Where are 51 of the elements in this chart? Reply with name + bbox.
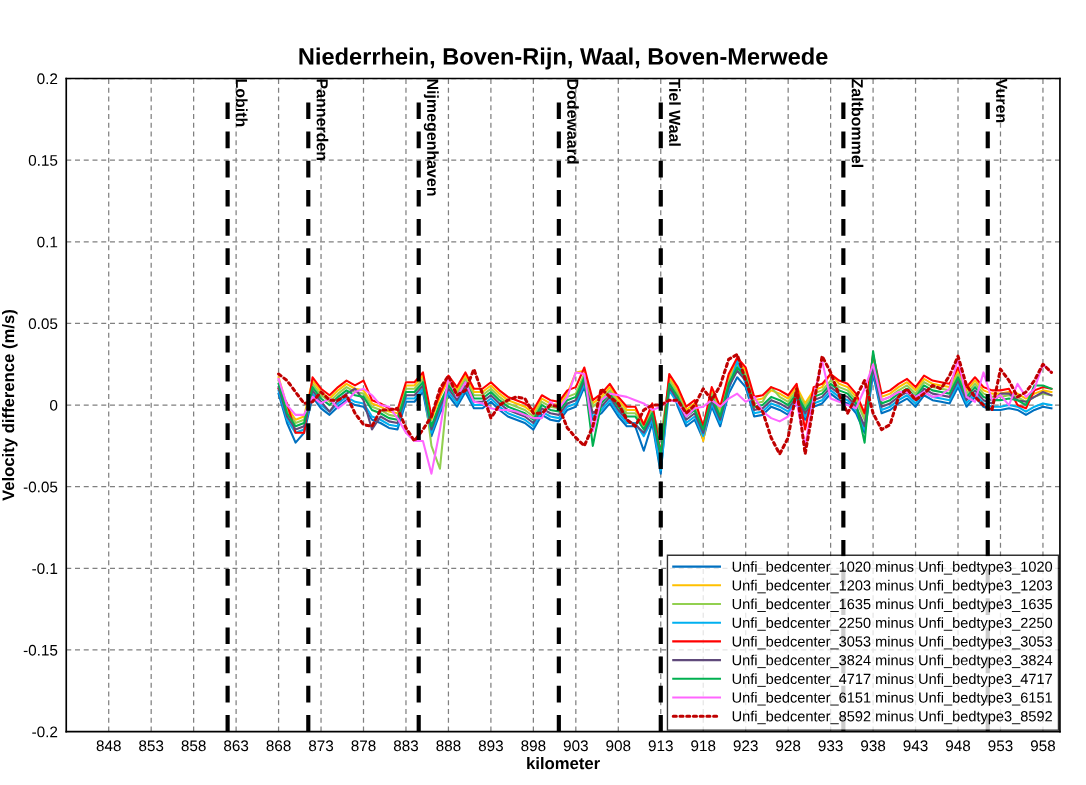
- legend-label: Unfi_bedcenter_3053 minus Unfi_bedtype3_3053: [732, 635, 1053, 650]
- ref-line-label: Tiel Waal: [669, 78, 681, 146]
- x-tick-label: 953: [988, 740, 1013, 752]
- x-tick-label: 908: [606, 740, 631, 752]
- y-tick-label: 0: [50, 399, 58, 411]
- x-tick-label: 928: [776, 740, 801, 752]
- x-tick-label: 918: [691, 740, 716, 752]
- legend-label: Unfi_bedcenter_6151 minus Unfi_bedtype3_6151: [732, 692, 1052, 706]
- x-tick-label: 933: [818, 740, 843, 752]
- legend-label: Unfi_bedcenter_1203 minus Unfi_bedtype3_1203: [732, 579, 1053, 594]
- x-tick-label: 903: [563, 740, 588, 752]
- y-tick-label: -0.1: [32, 563, 58, 575]
- x-tick-label: 913: [648, 740, 673, 752]
- y-tick-label: 0.1: [37, 236, 58, 248]
- x-tick-label: 893: [478, 740, 503, 752]
- legend-label: Unfi_bedcenter_2250 minus Unfi_bedtype3_2250: [732, 617, 1053, 631]
- legend-label: Unfi_bedcenter_3824 minus Unfi_bedtype3_3824: [732, 654, 1053, 669]
- ref-line-label: Pannerden: [316, 79, 329, 161]
- chart-title: Niederrhein, Boven-Rijn, Waal, Boven-Merwede: [299, 47, 828, 70]
- y-tick-label: -0.05: [23, 481, 58, 493]
- ref-line-label: Zaltbommel: [851, 78, 864, 167]
- x-tick-label: 873: [308, 740, 334, 752]
- x-tick-label: 898: [521, 740, 546, 752]
- x-tick-label: 853: [139, 740, 164, 752]
- x-axis-title: kilometer: [527, 756, 600, 770]
- y-axis-title: Velocity difference (m/s): [2, 310, 18, 501]
- x-tick-label: 888: [436, 740, 461, 752]
- x-tick-label: 868: [266, 740, 291, 752]
- ref-line-label: Nijmegenhaven: [423, 79, 439, 196]
- x-tick-label: 923: [733, 740, 758, 752]
- x-tick-label: 948: [945, 740, 971, 752]
- y-tick-label: 0.15: [28, 155, 58, 166]
- x-tick-label: 938: [861, 740, 886, 752]
- y-tick-label: 0.2: [37, 73, 58, 85]
- x-tick-label: 858: [181, 740, 206, 752]
- legend-label: Unfi_bedcenter_8592 minus Unfi_bedtype3_8592: [732, 710, 1052, 725]
- legend-label: Unfi_bedcenter_4717 minus Unfi_bedtype3_4717: [732, 673, 1052, 687]
- ref-line-label: Dodewaard: [567, 79, 579, 164]
- legend-label: Unfi_bedcenter_1635 minus Unfi_bedtype3_1635: [732, 598, 1053, 613]
- x-tick-label: 943: [903, 740, 928, 752]
- x-tick-label: 958: [1030, 740, 1056, 752]
- y-tick-label: 0.05: [28, 318, 58, 330]
- x-tick-label: 878: [351, 740, 376, 752]
- x-tick-label: 863: [224, 740, 249, 752]
- x-tick-label: 883: [393, 740, 419, 752]
- y-tick-label: -0.2: [32, 726, 58, 738]
- ref-line-label: Vuren: [996, 78, 1008, 123]
- ref-line-label: Lobith: [235, 79, 248, 127]
- x-tick-label: 848: [96, 740, 121, 752]
- legend-label: Unfi_bedcenter_1020 minus Unfi_bedtype3_1020: [732, 561, 1053, 575]
- y-tick-label: -0.15: [23, 644, 58, 656]
